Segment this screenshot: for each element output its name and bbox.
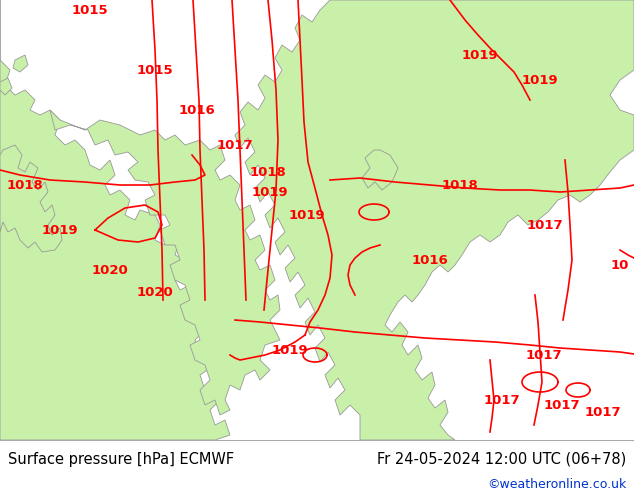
Text: 1016: 1016 (411, 253, 448, 267)
Text: 1018: 1018 (442, 178, 479, 192)
Polygon shape (0, 145, 62, 252)
Text: 1015: 1015 (137, 64, 173, 76)
Text: 1017: 1017 (527, 219, 564, 231)
Polygon shape (0, 0, 230, 440)
Text: 1019: 1019 (42, 223, 79, 237)
Text: 1020: 1020 (136, 286, 173, 298)
Text: ©weatheronline.co.uk: ©weatheronline.co.uk (487, 477, 626, 490)
Text: 10: 10 (611, 259, 629, 271)
Polygon shape (362, 150, 398, 190)
Text: 1018: 1018 (250, 166, 287, 178)
Text: 1017: 1017 (544, 398, 580, 412)
Text: 1019: 1019 (288, 209, 325, 221)
Text: Surface pressure [hPa] ECMWF: Surface pressure [hPa] ECMWF (8, 451, 234, 466)
Text: 1016: 1016 (179, 103, 216, 117)
Text: 1018: 1018 (6, 178, 43, 192)
Text: 1019: 1019 (272, 343, 308, 357)
Text: 1017: 1017 (484, 393, 521, 407)
Text: 1015: 1015 (72, 3, 108, 17)
Polygon shape (50, 110, 280, 415)
Text: 1017: 1017 (526, 348, 562, 362)
Polygon shape (235, 0, 634, 440)
Polygon shape (0, 78, 12, 95)
Text: Fr 24-05-2024 12:00 UTC (06+78): Fr 24-05-2024 12:00 UTC (06+78) (377, 451, 626, 466)
Text: 1017: 1017 (585, 406, 621, 418)
Text: 1020: 1020 (92, 264, 128, 276)
Text: 1019: 1019 (462, 49, 498, 62)
Polygon shape (13, 55, 28, 72)
Text: 1019: 1019 (522, 74, 559, 87)
Text: 1019: 1019 (252, 186, 288, 198)
Text: 1017: 1017 (217, 139, 254, 151)
